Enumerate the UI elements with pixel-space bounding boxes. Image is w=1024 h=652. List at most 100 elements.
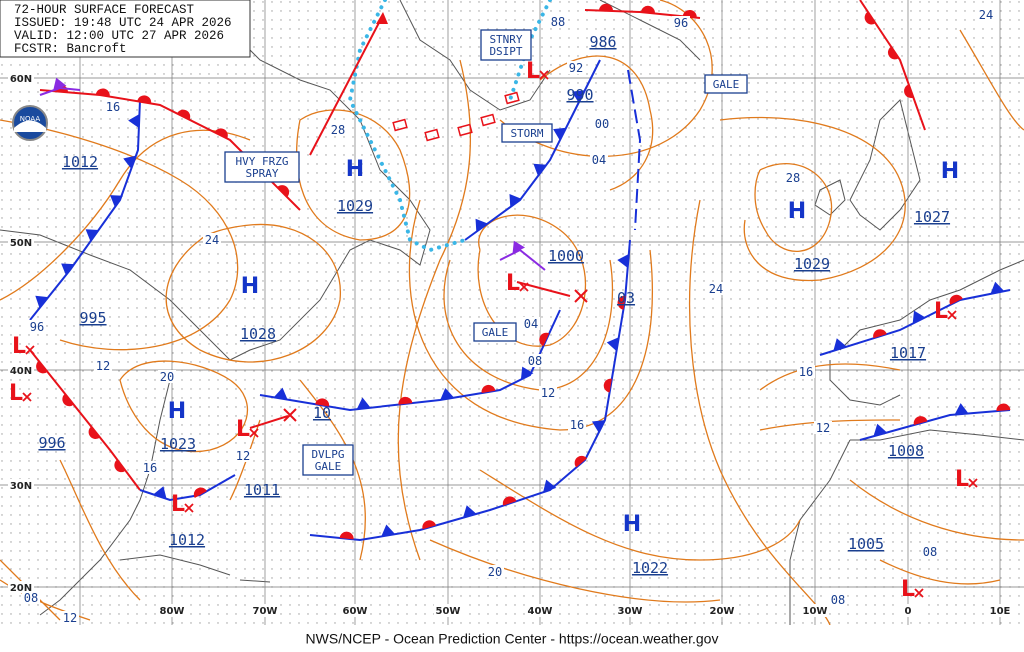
lat-label-box	[8, 364, 34, 376]
lon-label-box	[251, 604, 279, 617]
front-symbol	[574, 455, 587, 468]
lon-label: 70W	[253, 606, 278, 617]
front-symbol	[61, 263, 75, 276]
low-pressure: 1012	[169, 531, 205, 549]
isobar-label-bg	[549, 15, 567, 28]
isobar-label-bg	[203, 233, 221, 246]
low-symbol: L	[12, 334, 26, 359]
isobar-label: 04	[524, 317, 538, 331]
low-center	[184, 503, 194, 513]
lat-label: 60N	[10, 74, 32, 85]
front-symbol	[440, 387, 455, 400]
isobar-label: 16	[143, 461, 157, 475]
front-symbol	[381, 524, 396, 537]
lat-label: 20N	[10, 583, 32, 594]
isobar-label: 12	[96, 359, 110, 373]
isobar-label: 24	[979, 8, 993, 22]
front-symbol	[533, 163, 547, 177]
lon-label-box	[708, 604, 736, 617]
warning-label: DSIPT	[489, 45, 522, 58]
front-symbol	[53, 77, 67, 91]
low-pressure: 03	[617, 289, 635, 307]
front-symbol	[520, 366, 534, 380]
front-symbol	[954, 403, 969, 415]
front-symbol	[543, 479, 557, 493]
low-pressure: 1017	[890, 344, 926, 362]
coastlines	[0, 0, 1024, 625]
front-symbol	[356, 397, 371, 410]
high-symbol: H	[241, 274, 259, 299]
isobar-label-bg	[522, 317, 540, 330]
isobar-label: 28	[786, 171, 800, 185]
lon-label: 40W	[528, 606, 553, 617]
cold-front	[464, 59, 601, 241]
isobar-label: 20	[160, 370, 174, 384]
high-symbol: H	[623, 512, 641, 537]
occl-front	[499, 248, 546, 271]
front-symbol	[35, 295, 49, 309]
warning-label: SPRAY	[245, 167, 278, 180]
front-symbol	[502, 496, 517, 506]
front-symbol	[88, 426, 100, 439]
front-symbol	[153, 486, 167, 499]
lon-label: 80W	[160, 606, 185, 617]
high-symbol: H	[941, 159, 959, 184]
isobar-label-bg	[141, 461, 159, 474]
lon-label-box	[616, 604, 644, 617]
front-symbol	[123, 155, 136, 169]
front-symbol	[214, 128, 228, 139]
isobar-label-bg	[797, 365, 815, 378]
lon-label: 0	[905, 606, 912, 617]
isobar-label: 12	[236, 449, 250, 463]
front-symbol	[109, 195, 124, 208]
low-pressure: 1011	[244, 481, 280, 499]
low-pressure: 990	[566, 86, 593, 104]
lon-label-box	[434, 604, 462, 617]
warning-box	[501, 123, 553, 143]
isobar-label-bg	[539, 386, 557, 399]
front-symbol	[481, 384, 496, 394]
lat-label: 50N	[10, 238, 32, 249]
isobar-label-bg	[707, 282, 725, 295]
lat-label: 30N	[10, 481, 32, 492]
front-symbol	[591, 420, 605, 433]
spray-area	[392, 118, 408, 132]
isobar-label: 96	[674, 16, 688, 30]
isobar-label-bg	[486, 565, 504, 578]
front-symbol	[904, 84, 914, 98]
isobar-label-bg	[814, 421, 832, 434]
isobar-label: 08	[831, 593, 845, 607]
high-pressure: 1029	[337, 197, 373, 215]
front-symbol	[176, 109, 191, 120]
warning-box	[480, 29, 532, 61]
future-position	[574, 289, 588, 303]
isobar-label-bg	[593, 117, 611, 130]
isobar-label-bg	[94, 359, 112, 372]
isobar-label: 08	[24, 591, 38, 605]
front-symbol	[339, 531, 354, 540]
warning-label: HVY FRZG	[236, 155, 289, 168]
ice-edge	[347, 0, 467, 253]
trough-front	[627, 69, 642, 231]
high-symbol: H	[346, 157, 364, 182]
low-symbol: L	[901, 577, 915, 602]
front-symbol	[193, 487, 207, 498]
low-center	[947, 310, 957, 320]
isobar-label: 00	[595, 117, 609, 131]
header-box	[0, 0, 251, 58]
low-pressure: 10	[313, 404, 331, 422]
low-symbol: L	[934, 299, 948, 324]
isobar-label-bg	[22, 591, 40, 604]
front-symbol	[512, 240, 526, 254]
front-symbol	[887, 46, 899, 60]
footer: NWS/NCEP - Ocean Prediction Center - htt…	[306, 631, 719, 647]
low-center	[25, 345, 35, 355]
low-pressure: 986	[589, 33, 616, 51]
isobar-label-bg	[784, 171, 802, 184]
lat-label-box	[8, 236, 34, 248]
isobar-label: 12	[541, 386, 555, 400]
front-symbol	[36, 360, 48, 374]
lon-label: 20W	[710, 606, 735, 617]
low-symbol: L	[955, 467, 969, 492]
noaa-logo: NOAA	[12, 105, 48, 141]
